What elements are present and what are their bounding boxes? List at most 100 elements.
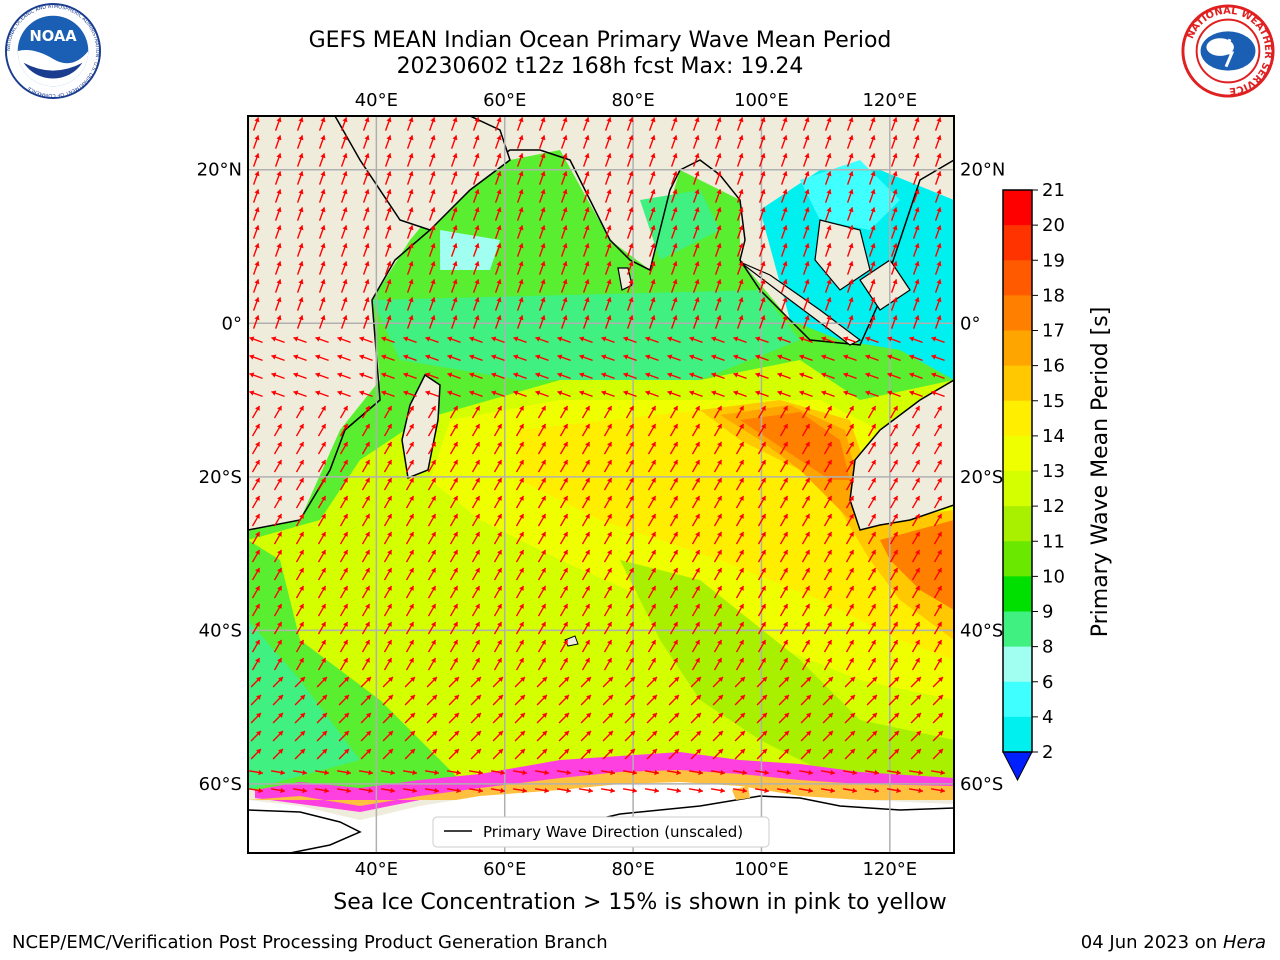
wave-arrow bbox=[887, 336, 901, 344]
wave-arrow bbox=[604, 171, 612, 185]
wave-arrow bbox=[384, 279, 392, 293]
wave-arrow bbox=[625, 603, 635, 617]
wave-arrow bbox=[908, 769, 924, 776]
wave-arrow bbox=[713, 513, 723, 527]
wave-arrow bbox=[383, 585, 393, 599]
wave-arrow bbox=[515, 585, 525, 599]
wave-arrow bbox=[824, 207, 832, 221]
colorbar-tick-label: 13 bbox=[1042, 461, 1065, 482]
wave-arrow bbox=[560, 243, 568, 257]
wave-arrow bbox=[933, 459, 943, 473]
colorbar-tick-label: 16 bbox=[1042, 356, 1065, 377]
wave-arrow bbox=[757, 459, 767, 473]
wave-arrow bbox=[648, 171, 656, 185]
wave-arrow bbox=[578, 787, 594, 794]
wave-arrow bbox=[756, 712, 768, 724]
wave-arrow bbox=[757, 441, 767, 455]
wave-arrow bbox=[801, 621, 811, 635]
wave-arrow bbox=[515, 657, 525, 671]
wave-arrow bbox=[337, 390, 351, 398]
wave-arrow bbox=[273, 567, 283, 581]
wave-arrow bbox=[822, 694, 834, 706]
wave-arrow bbox=[933, 549, 943, 563]
wave-arrow bbox=[471, 603, 481, 617]
wave-arrow bbox=[537, 477, 547, 491]
wave-arrow bbox=[538, 207, 546, 221]
wave-arrow bbox=[689, 372, 703, 380]
wave-arrow bbox=[890, 189, 898, 203]
wave-arrow bbox=[270, 769, 286, 776]
wave-arrow bbox=[799, 390, 813, 398]
wave-arrow bbox=[274, 153, 282, 167]
wave-arrow bbox=[625, 567, 635, 581]
lat-tick-label: 60°S bbox=[199, 774, 242, 795]
wave-arrow bbox=[580, 748, 592, 760]
wave-arrow bbox=[714, 189, 722, 203]
wave-arrow bbox=[383, 639, 393, 653]
wave-arrow bbox=[534, 769, 550, 776]
bottom-longitude-labels: 40°E 60°E 80°E 100°E 120°E bbox=[355, 859, 917, 880]
wave-arrow bbox=[757, 621, 767, 635]
wave-arrow bbox=[889, 549, 899, 563]
wave-arrow bbox=[692, 261, 700, 275]
wave-arrow bbox=[358, 787, 374, 794]
wave-arrow bbox=[340, 243, 348, 257]
wave-arrow bbox=[296, 135, 304, 149]
wave-arrow bbox=[822, 748, 834, 760]
wave-arrow bbox=[710, 787, 726, 794]
wave-arrow bbox=[427, 495, 437, 509]
wave-arrow bbox=[779, 567, 789, 581]
wave-arrow bbox=[449, 531, 459, 545]
wave-arrow bbox=[824, 117, 832, 131]
wave-arrow bbox=[359, 354, 373, 362]
wave-arrow bbox=[472, 315, 480, 329]
wave-arrow bbox=[757, 495, 767, 509]
wave-arrow bbox=[845, 459, 855, 473]
wave-arrow bbox=[934, 117, 942, 131]
sea-ice-caption: Sea Ice Concentration > 15% is shown in … bbox=[333, 890, 947, 915]
wave-arrow bbox=[447, 390, 461, 398]
wave-arrow bbox=[865, 336, 879, 344]
wave-arrow bbox=[470, 730, 482, 742]
wave-arrow bbox=[493, 495, 503, 509]
wave-arrow bbox=[754, 787, 770, 794]
wave-arrow bbox=[582, 135, 590, 149]
wave-arrow bbox=[318, 153, 326, 167]
wave-arrow bbox=[427, 513, 437, 527]
wave-arrow bbox=[933, 567, 943, 581]
wave-arrow bbox=[559, 549, 569, 563]
wave-arrow bbox=[823, 405, 833, 419]
wave-arrow bbox=[449, 495, 459, 509]
wave-arrow bbox=[601, 336, 615, 344]
wave-arrow bbox=[295, 495, 305, 509]
colorbar-band bbox=[1003, 681, 1032, 718]
wave-arrow bbox=[846, 225, 854, 239]
wave-arrow bbox=[844, 730, 856, 742]
wave-arrow bbox=[340, 189, 348, 203]
lat-tick-label: 60°S bbox=[960, 774, 1003, 795]
wave-arrow bbox=[272, 748, 284, 760]
wave-arrow bbox=[317, 495, 327, 509]
wave-arrow bbox=[712, 676, 724, 688]
wave-arrow bbox=[624, 694, 636, 706]
wave-arrow bbox=[384, 153, 392, 167]
wave-arrow bbox=[516, 207, 524, 221]
wave-arrow bbox=[779, 621, 789, 635]
wave-arrow bbox=[538, 225, 546, 239]
wave-arrow bbox=[427, 603, 437, 617]
wave-arrow bbox=[603, 657, 613, 671]
map-subtitle: 20230602 t12z 168h fcst Max: 19.24 bbox=[396, 54, 804, 79]
wave-arrow bbox=[516, 189, 524, 203]
wave-arrow bbox=[581, 549, 591, 563]
wave-arrow bbox=[888, 748, 900, 760]
wave-arrow bbox=[648, 117, 656, 131]
wave-arrow bbox=[713, 639, 723, 653]
lon-tick-label: 100°E bbox=[734, 859, 789, 880]
wave-arrow bbox=[603, 567, 613, 581]
wave-arrow bbox=[252, 153, 260, 167]
wave-arrow bbox=[778, 748, 790, 760]
wave-arrow bbox=[579, 354, 593, 362]
wave-arrow bbox=[780, 225, 788, 239]
wave-arrow bbox=[736, 171, 744, 185]
wave-arrow bbox=[447, 336, 461, 344]
